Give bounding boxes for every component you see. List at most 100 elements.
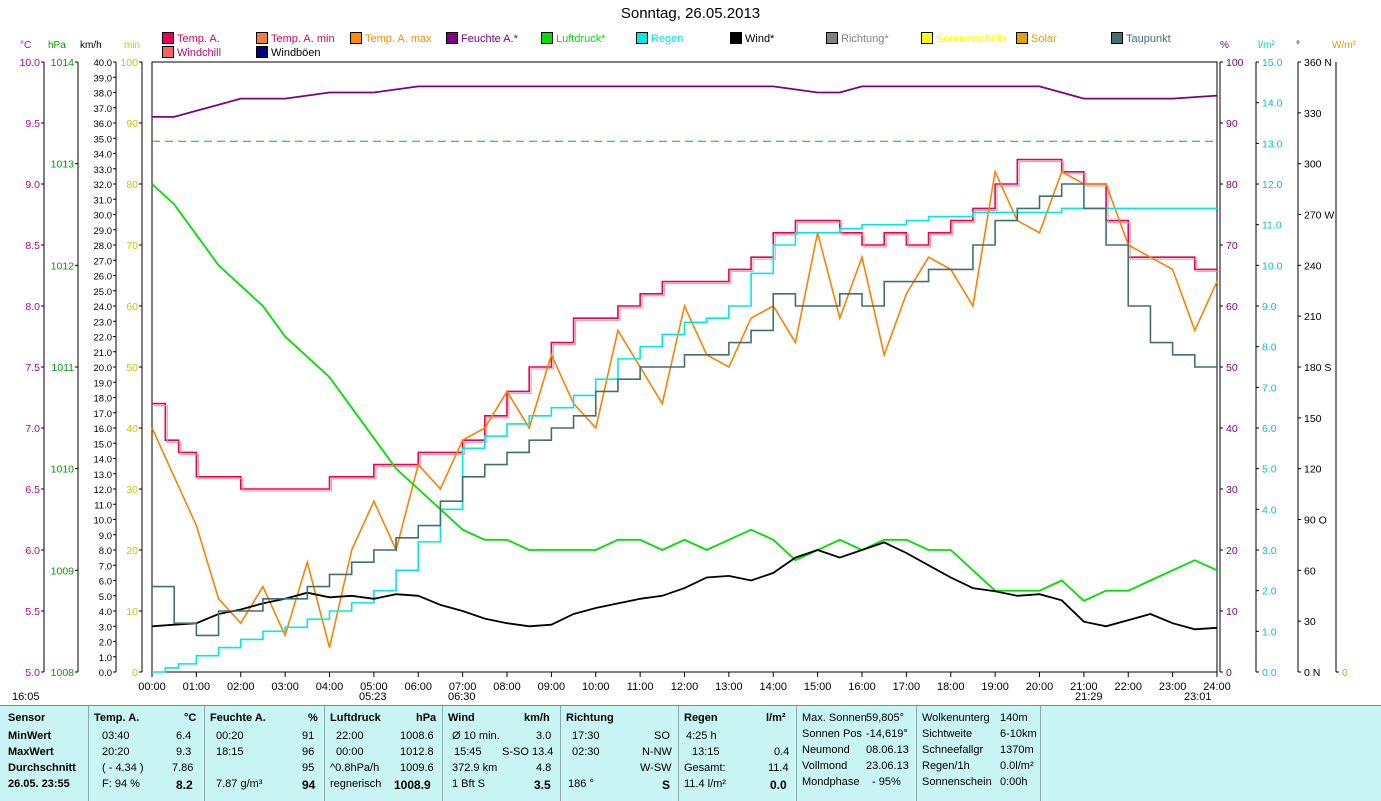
- regen-now: 0.0: [770, 778, 787, 792]
- extra-v2: 1370m: [1000, 744, 1034, 756]
- left-axis-label: 5.0: [25, 667, 40, 679]
- legend-item: Feuchte A.*: [446, 32, 518, 45]
- x-tick-label: 11:00: [627, 681, 654, 693]
- left-axis-label: 29.0: [94, 226, 113, 237]
- temp-min-time: 03:40: [102, 730, 130, 742]
- right-axis-label: 210: [1304, 311, 1322, 323]
- right-axis-label: 7.0: [1262, 382, 1277, 394]
- legend-label: Richtung*: [841, 33, 889, 45]
- left-axis-label: 6.0: [99, 577, 112, 588]
- right-axis-label: 90 O: [1304, 515, 1327, 527]
- right-axis-label: 12.0: [1262, 179, 1283, 191]
- axis-unit-label: °C: [20, 40, 32, 51]
- temp-max-value: 9.3: [176, 746, 192, 758]
- temp-avg-value: 7.86: [172, 762, 194, 774]
- astro-l0: Max. Sonnen: [802, 712, 867, 724]
- left-axis-label: 13.0: [94, 470, 113, 481]
- left-axis-label: 8.5: [25, 240, 40, 252]
- temp-now-note: F: 94 %: [102, 778, 140, 790]
- left-axis-label: 40: [126, 423, 138, 435]
- x-tick-label: 07:00: [449, 681, 477, 693]
- axis-unit-label: °: [1296, 40, 1300, 51]
- luftdruck-now-value: 1008.9: [394, 778, 431, 792]
- right-axis-label: 3.0: [1262, 545, 1277, 557]
- astro-l3: Vollmond: [802, 760, 848, 772]
- legend-swatch: [446, 32, 458, 44]
- x-tick-label: 05:00: [360, 681, 388, 693]
- left-axis-label: 70: [126, 240, 138, 252]
- stats-col-wind: Wind km/h Ø 10 min. 3.0 15:45 S-SO 13.4 …: [442, 706, 561, 801]
- luftdruck-unit: hPa: [416, 712, 437, 724]
- right-axis-label: 270 W: [1304, 210, 1334, 222]
- luftdruck-forecast: regnerisch: [330, 778, 382, 790]
- left-axis-label: 11.0: [94, 500, 112, 511]
- right-axis-label: 10: [1226, 606, 1238, 618]
- left-axis-label: 38.0: [94, 89, 113, 100]
- x-tick-label: 12:00: [671, 681, 699, 693]
- legend-item: Luftdruck*: [541, 32, 606, 45]
- temp-min-value: 6.4: [176, 730, 192, 742]
- left-axis-label: 9.5: [25, 118, 40, 130]
- left-axis-label: 5.5: [25, 606, 40, 618]
- legend-item: Solar: [1016, 32, 1057, 45]
- legend-item: Windchill: [162, 46, 221, 59]
- left-axis-label: 39.0: [94, 73, 113, 84]
- right-axis-label: 0.0: [1262, 667, 1277, 679]
- right-axis-label: 13.0: [1262, 138, 1283, 150]
- wind-header: Wind: [448, 712, 475, 724]
- left-axis-label: 30.0: [94, 211, 113, 222]
- temp-now-value: 8.2: [176, 778, 193, 792]
- wind-avg-value: 4.8: [536, 762, 552, 774]
- left-axis-label: 35.0: [94, 134, 113, 145]
- luftdruck-max-time: 00:00: [336, 746, 364, 758]
- left-axis-label: 17.0: [94, 409, 113, 420]
- right-axis-label: 0: [1342, 667, 1348, 679]
- regen-total-value: 11.4: [768, 762, 789, 774]
- right-axis-label: 2.0: [1262, 586, 1277, 598]
- left-axis-label: 1013: [51, 159, 75, 171]
- series-windchill: [154, 161, 1219, 492]
- x-tick-label: 20:00: [1026, 681, 1054, 693]
- legend-swatch: [350, 32, 362, 44]
- left-axis-label: 20: [126, 545, 138, 557]
- extra-l4: Sonnenschein: [922, 776, 992, 788]
- left-axis-label: 1.0: [99, 653, 112, 664]
- legend-label: Wind*: [745, 33, 775, 45]
- right-axis-label: 1.0: [1262, 626, 1277, 638]
- x-tick-label: 17:00: [893, 681, 921, 693]
- temp-avg-note: ( - 4.34 ): [102, 762, 144, 774]
- right-axis-label: 300: [1304, 159, 1322, 171]
- left-axis-label: 16.0: [94, 424, 113, 435]
- left-axis-label: 5.0: [99, 592, 112, 603]
- right-axis-label: 14.0: [1262, 98, 1283, 110]
- right-axis-label: 20: [1226, 545, 1238, 557]
- time-marker: 06:30: [448, 691, 476, 703]
- time-marker: 16:05: [12, 691, 40, 703]
- axis-unit-label: %: [1220, 40, 1229, 51]
- left-axis-label: 8.0: [25, 301, 40, 313]
- x-tick-label: 14:00: [759, 681, 787, 693]
- left-axis-label: 90: [126, 118, 138, 130]
- legend-label: Feuchte A.*: [461, 33, 518, 45]
- right-axis-label: 30: [1226, 484, 1238, 496]
- time-marker: 05:23: [359, 691, 387, 703]
- stats-col-astro: Max. Sonnen 59,805° Sonnen Pos -14,619° …: [796, 706, 917, 801]
- regen-sum: 11.4 l/m²: [684, 778, 726, 790]
- stats-col-feuchte: Feuchte A. % 00:20 91 18:15 96 95 7.87 g…: [204, 706, 325, 801]
- left-axis-label: 7.0: [25, 423, 40, 435]
- stats-col-richtung: Richtung 17:30 SO 02:30 N-NW W-SW 186 ° …: [560, 706, 679, 801]
- series-press: [151, 183, 1218, 602]
- legend-swatch: [162, 46, 174, 58]
- time-marker: 23:01: [1184, 691, 1212, 703]
- legend-item: Temp. A. max: [350, 32, 432, 45]
- right-axis-label: 0: [1226, 667, 1232, 679]
- legend-item: Temp. A. min: [256, 32, 335, 45]
- left-axis-label: 1012: [51, 260, 75, 272]
- right-axis-label: 6.0: [1262, 423, 1277, 435]
- left-axis-label: 10: [126, 606, 138, 618]
- richtung-d1: SO: [654, 730, 670, 742]
- right-axis-label: 70: [1226, 240, 1238, 252]
- x-tick-label: 13:00: [715, 681, 743, 693]
- axis-unit-label: min: [124, 40, 141, 51]
- x-tick-label: 01:00: [183, 681, 211, 693]
